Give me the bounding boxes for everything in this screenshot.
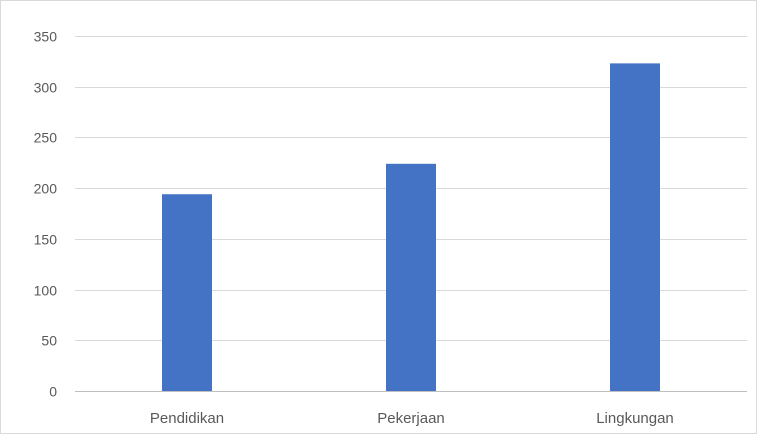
y-tick-label: 200 — [34, 181, 58, 197]
bar-pekerjaan — [386, 163, 436, 391]
y-tick-label: 50 — [41, 333, 57, 349]
y-tick-label: 350 — [34, 29, 58, 45]
y-tick-label: 250 — [34, 130, 58, 146]
x-category-label: Lingkungan — [596, 410, 674, 427]
y-axis-ticks: 0 50 100 150 200 250 300 350 — [34, 29, 58, 400]
x-category-label: Pekerjaan — [377, 410, 445, 427]
bars — [162, 63, 660, 392]
x-category-label: Pendidikan — [150, 410, 224, 427]
bar-lingkungan — [610, 63, 660, 392]
x-axis-labels: Pendidikan Pekerjaan Lingkungan — [150, 410, 674, 427]
y-tick-label: 0 — [49, 384, 57, 400]
y-tick-label: 100 — [34, 283, 58, 299]
bar-pendidikan — [162, 194, 212, 391]
y-tick-label: 150 — [34, 232, 58, 248]
y-tick-label: 300 — [34, 80, 58, 96]
